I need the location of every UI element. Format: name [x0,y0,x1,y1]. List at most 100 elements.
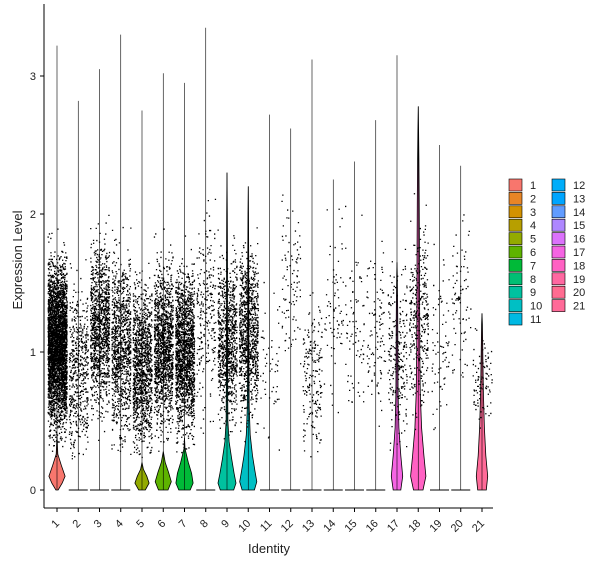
x-tick-label: 14 [321,518,338,535]
legend-label-12: 12 [573,180,585,192]
legend-item-17: 17 [551,245,585,259]
legend-label-13: 13 [573,193,585,205]
points-12 [281,194,302,365]
x-tick-label: 15 [342,518,359,535]
violin-group-17 [390,55,404,491]
legend-label-15: 15 [573,220,585,232]
legend-key-9 [508,285,523,299]
x-tick-label: 4 [113,518,126,531]
violin-group-14 [323,179,343,491]
y-tick-label: 3 [30,71,36,83]
legend-key-5 [508,232,523,245]
points-15 [345,205,365,403]
x-tick-label: 2 [71,518,84,531]
points-19 [431,243,450,431]
legend-item-19: 19 [551,272,585,286]
legend-label-11: 11 [530,314,541,326]
legend-label-5: 5 [530,234,536,246]
legend-key-13 [551,192,566,205]
violin-group-19 [430,145,449,491]
legend-label-2: 2 [530,193,536,205]
legend-key-19 [551,272,566,286]
legend-item-13: 13 [551,192,585,205]
legend-label-16: 16 [573,234,585,246]
x-tick-label: 8 [198,518,211,531]
x-tick-label: 1 [49,518,62,531]
legend-item-6: 6 [508,245,536,259]
legend-item-20: 20 [551,285,585,299]
violin-group-21 [475,313,489,491]
legend-item-10: 10 [508,299,542,313]
legend-item-1: 1 [508,178,536,192]
legend-key-17 [551,245,566,259]
legend-item-12: 12 [551,178,585,192]
points-14 [323,208,344,414]
legend-item-4: 4 [508,218,536,232]
violin-group-3 [90,69,109,491]
legend-label-7: 7 [530,260,536,272]
legend-key-6 [508,245,523,259]
y-tick-label: 0 [30,485,36,497]
legend-label-10: 10 [530,301,542,313]
violin-group-15 [345,161,364,491]
legend-label-6: 6 [530,247,536,259]
violin-group-5 [134,110,150,491]
points-16 [366,240,387,427]
points-7 [175,235,196,454]
legend-key-1 [508,178,523,192]
legend-label-17: 17 [573,247,585,259]
legend-label-14: 14 [573,207,585,219]
x-tick-label: 5 [134,518,147,531]
legend-key-21 [551,299,566,312]
legend-label-21: 21 [573,301,585,313]
x-tick-label: 6 [156,518,169,531]
violin-group-18 [410,106,427,491]
points-21 [472,328,493,429]
legend-item-3: 3 [508,205,536,219]
legend-item-2: 2 [508,192,536,205]
legend-label-20: 20 [573,287,585,299]
points-1 [47,228,68,457]
legend-key-2 [508,192,523,205]
legend-key-15 [551,218,566,232]
legend-label-19: 19 [573,274,585,286]
legend-key-20 [551,285,566,299]
plot-area [47,27,493,491]
y-axis-label: Expression Level [10,210,25,309]
x-tick-label: 21 [470,518,487,535]
violin-group-8 [196,27,216,491]
x-tick-label: 12 [279,518,296,535]
legend-label-8: 8 [530,274,536,286]
legend-label-1: 1 [530,180,536,192]
points-20 [451,214,472,378]
violin-group-16 [366,120,386,491]
legend-key-11 [508,312,523,326]
x-tick-label: 16 [364,518,381,535]
points-6 [153,228,174,452]
legend-item-16: 16 [551,232,585,246]
legend-key-7 [508,259,523,272]
violin-group-13 [302,59,322,491]
x-tick-label: 11 [258,518,275,535]
x-tick-label: 9 [219,518,232,531]
legend-key-3 [508,205,523,219]
points-11 [260,281,281,451]
x-tick-label: 3 [92,518,105,531]
legend-key-12 [551,178,566,192]
points-3 [90,214,111,441]
x-tick-label: 13 [300,518,317,535]
legend-key-16 [551,232,566,245]
y-tick-label: 1 [30,347,36,359]
violin-group-2 [68,100,88,491]
x-tick-label: 7 [177,518,190,531]
y-tick-label: 2 [30,209,36,221]
violin-group-20 [451,165,471,491]
x-tick-label: 10 [236,518,253,535]
legend-label-3: 3 [530,207,536,219]
points-13 [302,292,323,458]
legend-label-4: 4 [530,220,536,232]
legend-key-4 [508,218,523,232]
x-tick-label: 20 [449,518,466,535]
points-2 [68,259,89,460]
